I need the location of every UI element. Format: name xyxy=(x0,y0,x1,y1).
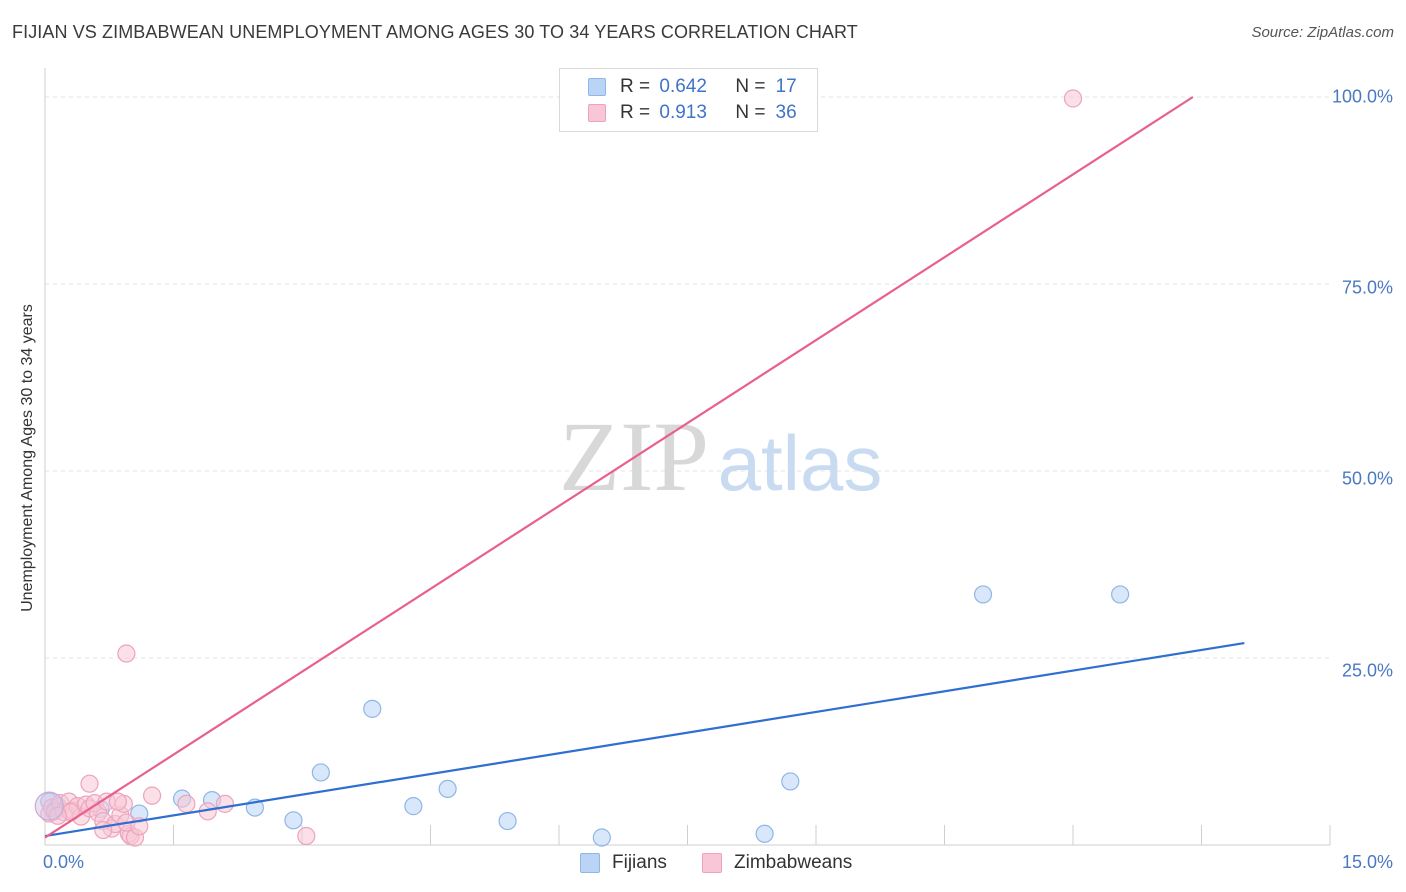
legend-r-label: R = xyxy=(620,102,651,123)
legend-r-value: 0.642 xyxy=(659,76,707,97)
source-label: Source: ZipAtlas.com xyxy=(1251,24,1394,41)
legend-swatch-pink xyxy=(588,104,606,122)
zimbabweans-point xyxy=(117,644,136,663)
fijians-point xyxy=(404,797,423,816)
legend-r-label: R = xyxy=(620,76,651,97)
trend-lines xyxy=(44,96,1245,839)
zimbabweans-point xyxy=(297,826,316,846)
legend-n-label: N = xyxy=(735,102,766,123)
legend-n-value: 17 xyxy=(775,76,797,97)
fijians-point xyxy=(1111,585,1130,604)
chart-title: FIJIAN VS ZIMBABWEAN UNEMPLOYMENT AMONG … xyxy=(12,22,858,42)
grid-lines xyxy=(45,96,1330,659)
y-tick-label: 25.0% xyxy=(1341,660,1393,681)
stats-legend: R = 0.642 N = 17 R = 0.913 N = 36 xyxy=(559,68,818,132)
legend-row-zimbabweans: R = 0.913 N = 36 xyxy=(588,101,797,125)
watermark-atlas: atlas xyxy=(718,419,883,507)
overlap-cluster-point xyxy=(34,791,64,821)
zimbabweans-point xyxy=(94,820,113,840)
zimbabweans-point xyxy=(177,794,196,813)
fijians-point xyxy=(973,585,993,604)
legend-row-fijians: R = 0.642 N = 17 xyxy=(588,75,797,99)
legend-swatch-blue xyxy=(580,853,600,873)
legend-label-zimbabweans: Zimbabweans xyxy=(734,852,853,873)
fijians-point xyxy=(363,699,382,718)
fijians-point xyxy=(311,763,330,782)
legend-r-value: 0.913 xyxy=(659,102,707,123)
zimbabweans-point xyxy=(1063,89,1083,108)
x-tick-label-min: 0.0% xyxy=(43,852,85,872)
zimbabweans-point xyxy=(80,774,99,793)
y-tick-label: 100.0% xyxy=(1331,86,1393,107)
y-tick-label: 50.0% xyxy=(1341,468,1393,489)
legend-swatch-blue xyxy=(588,78,606,96)
legend-item-zimbabweans: Zimbabweans xyxy=(702,852,852,874)
fijians-point xyxy=(781,772,800,791)
legend-item-fijians: Fijians xyxy=(580,852,667,874)
y-axis-label: Unemployment Among Ages 30 to 34 years xyxy=(19,304,36,612)
legend-n-label: N = xyxy=(735,76,766,97)
fijians-point xyxy=(438,779,457,799)
watermark: ZIP atlas xyxy=(559,401,882,512)
legend-label-fijians: Fijians xyxy=(612,852,667,873)
legend-swatch-pink xyxy=(702,853,722,873)
x-tick-label-max: 15.0% xyxy=(1341,852,1393,872)
fijians-trend-line xyxy=(44,641,1245,838)
zimbabweans-point xyxy=(142,786,162,805)
y-tick-label: 75.0% xyxy=(1341,277,1393,298)
zimbabweans-point xyxy=(108,792,127,811)
fijians-point xyxy=(592,828,611,847)
zimbabweans-point xyxy=(215,794,234,813)
zimbabweans-points xyxy=(34,89,1083,847)
fijians-point xyxy=(498,811,517,831)
fijians-point xyxy=(284,811,303,830)
legend-n-value: 36 xyxy=(775,102,797,123)
fijians-point xyxy=(755,824,774,843)
zimbabweans-trend-line xyxy=(44,96,1194,839)
